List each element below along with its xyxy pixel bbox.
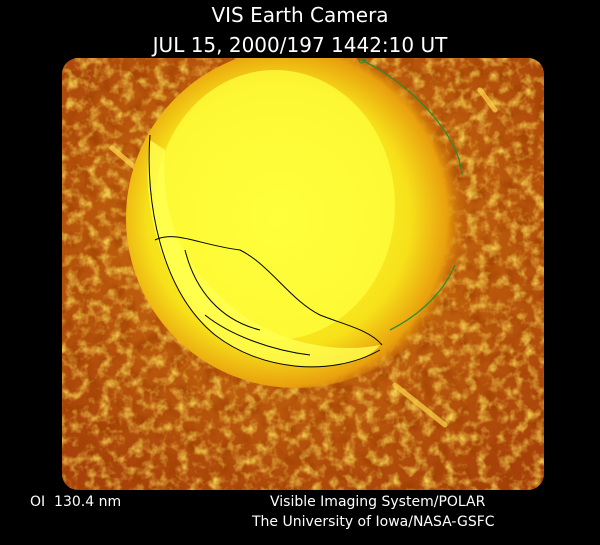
timestamp: JUL 15, 2000/197 1442:10 UT [151,33,448,57]
title: VIS Earth Camera [211,3,388,27]
pole-marker [358,58,366,64]
wavelength: OI 130.4 nm [30,494,121,510]
limb-outline [361,59,463,331]
instrument: Visible Imaging System/POLAR [270,494,486,510]
sunlit-region [155,70,395,340]
institution: The University of Iowa/NASA-GSFC [251,514,495,530]
coastlines [148,134,383,368]
image-frame [62,58,544,490]
auroral-oval [147,140,380,367]
